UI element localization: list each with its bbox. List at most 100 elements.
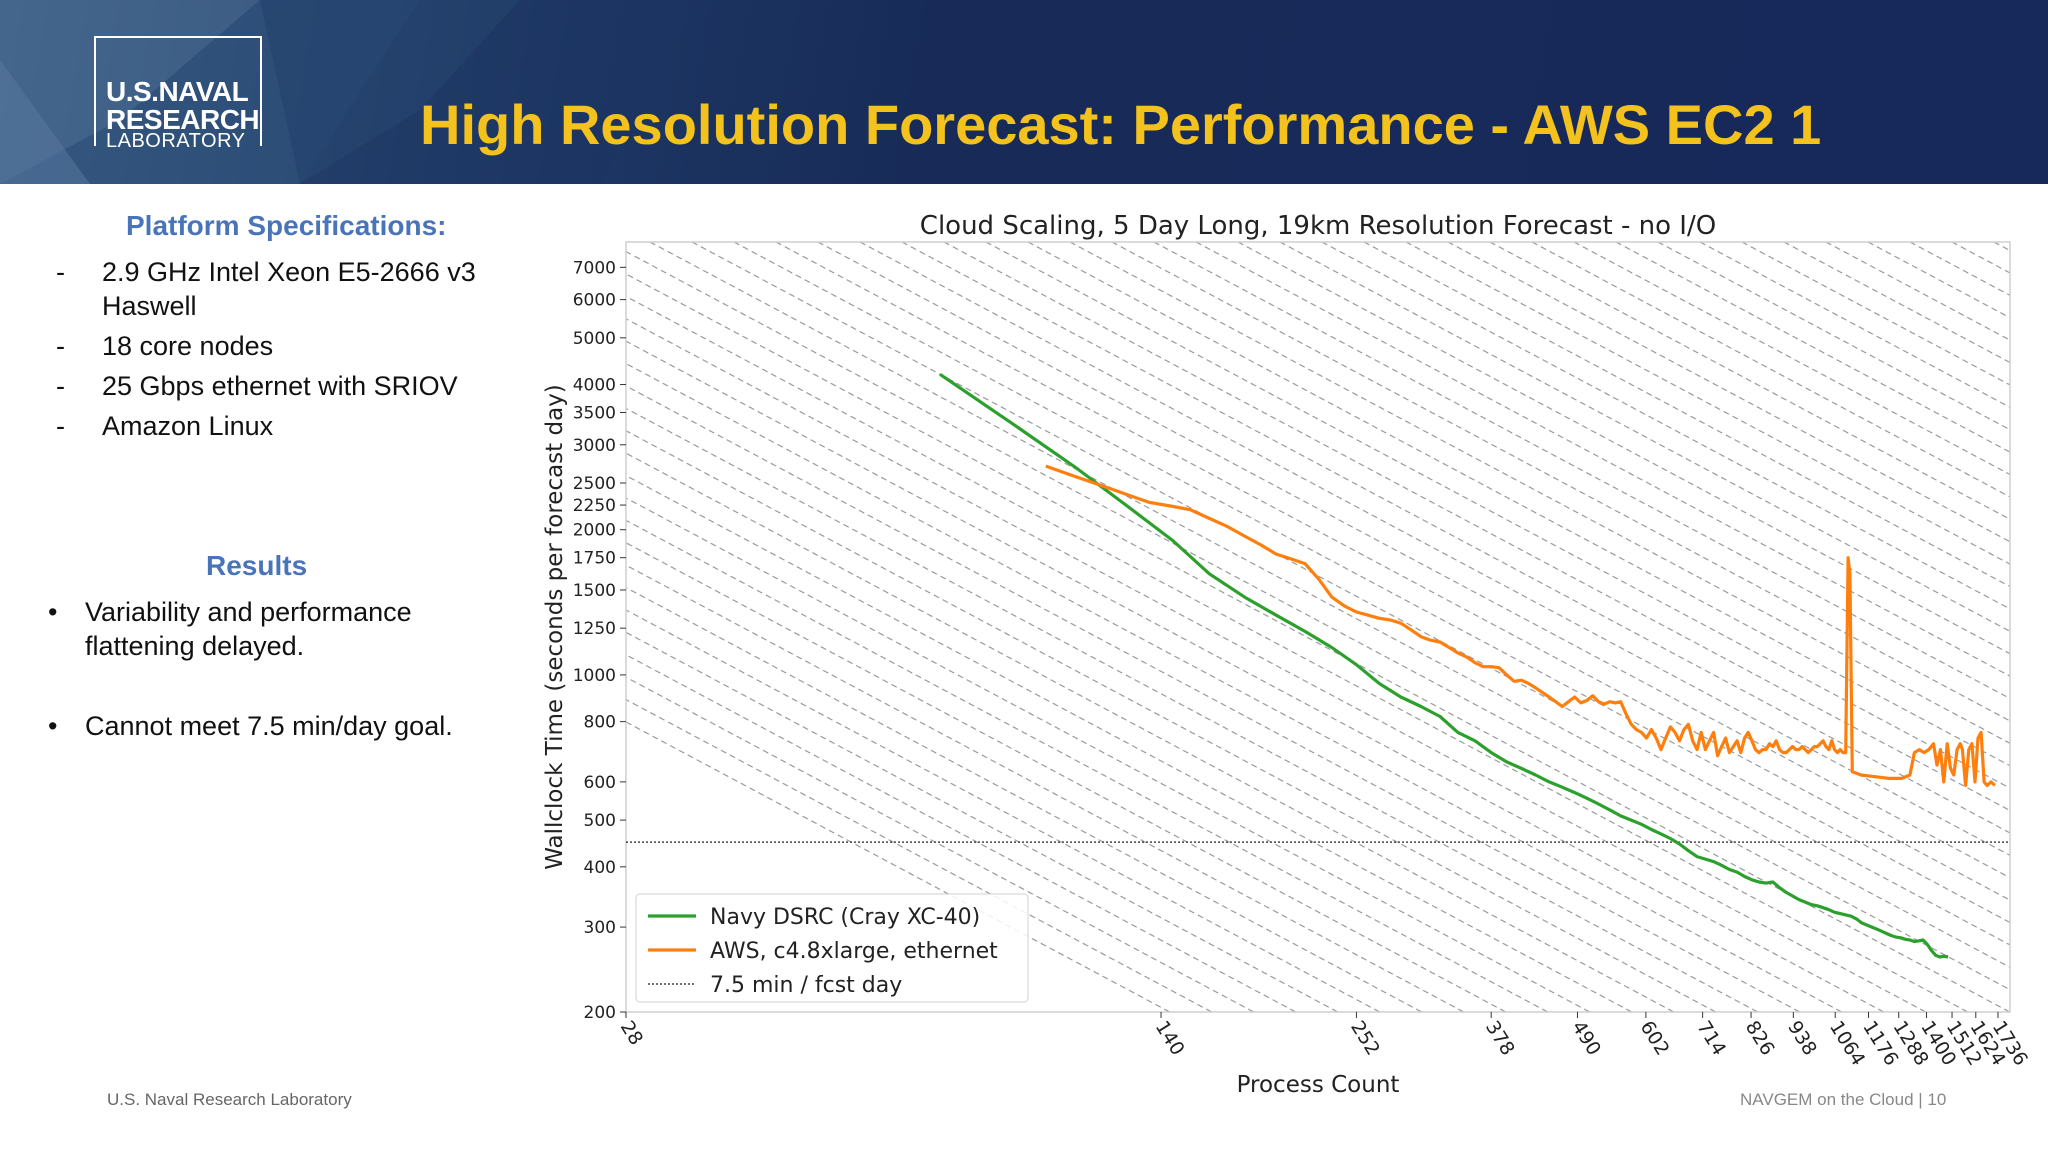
x-tick-label: 602 xyxy=(1636,1017,1674,1059)
y-tick-label: 7000 xyxy=(573,258,616,278)
y-tick-label: 500 xyxy=(584,811,616,831)
hatch-line xyxy=(626,631,1340,1012)
footer-right: NAVGEM on the Cloud | 10 xyxy=(1740,1090,1947,1109)
spec-heading: Platform Specifications: xyxy=(126,210,447,241)
x-tick-label: 490 xyxy=(1567,1017,1605,1059)
hatch-line xyxy=(626,362,1844,1012)
hatch-line xyxy=(1489,242,2010,521)
hatch-line xyxy=(1321,242,2010,610)
dash-marker: - xyxy=(56,411,65,441)
y-tick-label: 400 xyxy=(584,858,616,878)
spec-list: - 2.9 GHz Intel Xeon E5-2666 v3 Haswell -… xyxy=(56,255,506,449)
hatch-line xyxy=(775,242,2010,901)
hatch-line xyxy=(1867,242,2010,319)
hatch-line xyxy=(626,474,1634,1012)
result-item: • Variability and performance flattening … xyxy=(48,595,478,663)
series-line-aws xyxy=(1045,464,1996,787)
x-axis-label: Process Count xyxy=(1237,1072,1400,1098)
hatch-line xyxy=(626,609,1382,1012)
x-tick-label: 252 xyxy=(1346,1017,1384,1059)
x-tick-label: 28 xyxy=(616,1017,647,1049)
hatch-line xyxy=(626,318,1928,1012)
hatch-line xyxy=(1615,242,2010,453)
spec-item-text: 18 core nodes xyxy=(102,331,274,361)
spec-item: - Amazon Linux xyxy=(56,409,506,443)
y-tick-label: 2000 xyxy=(573,521,616,541)
hatch-line xyxy=(1153,242,2010,700)
hatch-line xyxy=(1069,242,2010,745)
y-tick-label: 300 xyxy=(584,918,616,938)
y-tick-label: 5000 xyxy=(573,329,616,349)
y-tick-label: 2250 xyxy=(573,496,616,516)
hatch-line xyxy=(1657,242,2010,431)
hatch-grid xyxy=(626,242,2010,1012)
hatch-line xyxy=(1237,242,2010,655)
dash-marker: - xyxy=(56,257,65,287)
hatch-line xyxy=(817,242,2010,879)
hatch-line xyxy=(649,242,2010,969)
dash-marker: - xyxy=(56,371,65,401)
hatch-line xyxy=(1405,242,2010,565)
y-tick-label: 3000 xyxy=(573,436,616,456)
results-list: • Variability and performance flattening … xyxy=(48,595,478,789)
chart-title: Cloud Scaling, 5 Day Long, 19km Resoluti… xyxy=(920,211,1716,241)
y-tick-label: 1000 xyxy=(573,666,616,686)
logo-text-line2: RESEARCH xyxy=(106,104,260,135)
y-tick-label: 200 xyxy=(584,1003,616,1023)
hatch-line xyxy=(1447,242,2010,543)
result-item: • Cannot meet 7.5 min/day goal. xyxy=(48,709,478,743)
header-facets xyxy=(0,0,700,184)
hatch-line xyxy=(626,340,1886,1012)
spec-item: - 25 Gbps ethernet with SRIOV xyxy=(56,369,506,403)
hatch-line xyxy=(626,519,1550,1012)
hatch-line xyxy=(1531,242,2010,498)
result-item-text: Cannot meet 7.5 min/day goal. xyxy=(85,711,453,741)
spec-item: - 18 core nodes xyxy=(56,329,506,363)
hatch-line xyxy=(1363,242,2010,588)
y-tick-label: 1250 xyxy=(573,619,616,639)
bullet-marker: • xyxy=(48,711,58,741)
series-line-navy xyxy=(939,372,1949,959)
hatch-line xyxy=(626,564,1466,1012)
legend-label: 7.5 min / fcst day xyxy=(710,973,902,998)
logo-text-line1: U.S.NAVAL xyxy=(106,76,249,107)
y-tick-label: 2500 xyxy=(573,474,616,494)
x-tick-label: 714 xyxy=(1692,1017,1730,1059)
y-tick-label: 800 xyxy=(584,713,616,733)
series-group xyxy=(939,372,1996,959)
hatch-line xyxy=(943,242,2010,812)
slide-title: High Resolution Forecast: Performance - … xyxy=(420,93,1822,156)
result-item-text: Variability and performance flattening d… xyxy=(85,597,412,661)
y-tick-label: 6000 xyxy=(573,291,616,311)
hatch-line xyxy=(1909,242,2010,297)
hatch-line xyxy=(626,586,1424,1012)
footer-left: U.S. Naval Research Laboratory xyxy=(107,1090,352,1109)
nrl-logo-frame xyxy=(94,36,262,146)
spec-item-text: 25 Gbps ethernet with SRIOV xyxy=(102,371,458,401)
hatch-line xyxy=(626,430,1718,1012)
y-tick-label: 600 xyxy=(584,773,616,793)
hatch-line xyxy=(626,250,2010,991)
spec-item-text: Amazon Linux xyxy=(102,411,274,441)
y-tick-label: 1500 xyxy=(573,581,616,601)
hatch-line xyxy=(1027,242,2010,767)
dash-marker: - xyxy=(56,331,65,361)
hatch-line xyxy=(626,407,1760,1012)
x-tick-label: 378 xyxy=(1481,1017,1519,1059)
plot-frame xyxy=(625,241,2011,1013)
y-axis-label: Wallclock Time (seconds per forecast day… xyxy=(542,384,568,870)
hatch-line xyxy=(1111,242,2010,722)
hatch-line xyxy=(1951,242,2010,274)
hatch-line xyxy=(626,542,1508,1012)
hatch-line xyxy=(901,242,2010,834)
x-tick-label: 140 xyxy=(1151,1017,1189,1059)
hatch-line xyxy=(733,242,2010,924)
x-tick-label: 938 xyxy=(1783,1017,1821,1059)
hatch-line xyxy=(626,273,2010,1012)
hatch-line xyxy=(1573,242,2010,476)
header-banner xyxy=(0,0,2048,184)
hatch-line xyxy=(985,242,2010,789)
hatch-line xyxy=(1195,242,2010,677)
hatch-line xyxy=(626,385,1802,1012)
hatch-line xyxy=(626,452,1676,1012)
